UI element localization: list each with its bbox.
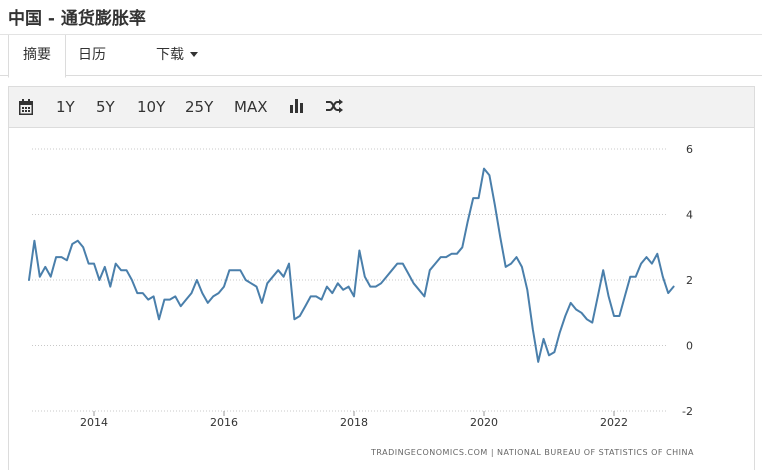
x-tick-label: 2020: [470, 416, 498, 429]
tab-bar: 摘要 日历 下载: [0, 34, 762, 78]
chart-frame: [8, 128, 755, 470]
x-tick-label: 2016: [210, 416, 238, 429]
inflation-line: [28, 167, 675, 363]
shuffle-icon[interactable]: [326, 87, 343, 127]
tab-download[interactable]: 下载: [142, 35, 212, 77]
chart-toolbar: 1Y 5Y 10Y 25Y MAX: [8, 86, 755, 128]
range-25y-button[interactable]: 25Y: [185, 98, 214, 116]
range-1y-button[interactable]: 1Y: [56, 98, 75, 116]
x-tick-label: 2018: [340, 416, 368, 429]
y-tick-label: 2: [686, 274, 693, 287]
chevron-down-icon: [190, 52, 198, 57]
y-tick-label: -2: [682, 405, 693, 418]
tab-summary-label: 摘要: [23, 47, 51, 63]
range-5y-button[interactable]: 5Y: [96, 98, 115, 116]
range-max-button[interactable]: MAX: [234, 98, 268, 116]
y-tick-label: 4: [686, 209, 693, 222]
y-tick-label: 6: [686, 143, 693, 156]
range-10y-button[interactable]: 10Y: [137, 98, 166, 116]
x-tick-label: 2022: [600, 416, 628, 429]
tab-download-label: 下载: [156, 47, 184, 63]
calendar-icon[interactable]: [19, 87, 33, 127]
inflation-chart: 6 4 2 0 -2 2014 2016 2018 2020 2022 TRADINGECONOMI…: [28, 143, 694, 457]
tab-calendar-label: 日历: [78, 47, 106, 63]
tab-calendar[interactable]: 日历: [64, 35, 120, 77]
source-text: TRADINGECONOMICS.COM | NATIONAL BUREAU O…: [370, 448, 694, 457]
x-tick-label: 2014: [80, 416, 108, 429]
tab-summary[interactable]: 摘要: [8, 35, 66, 78]
bar-chart-icon[interactable]: [290, 87, 304, 127]
y-tick-label: 0: [686, 340, 693, 353]
page-title: 中国 - 通货膨胀率: [8, 9, 146, 29]
